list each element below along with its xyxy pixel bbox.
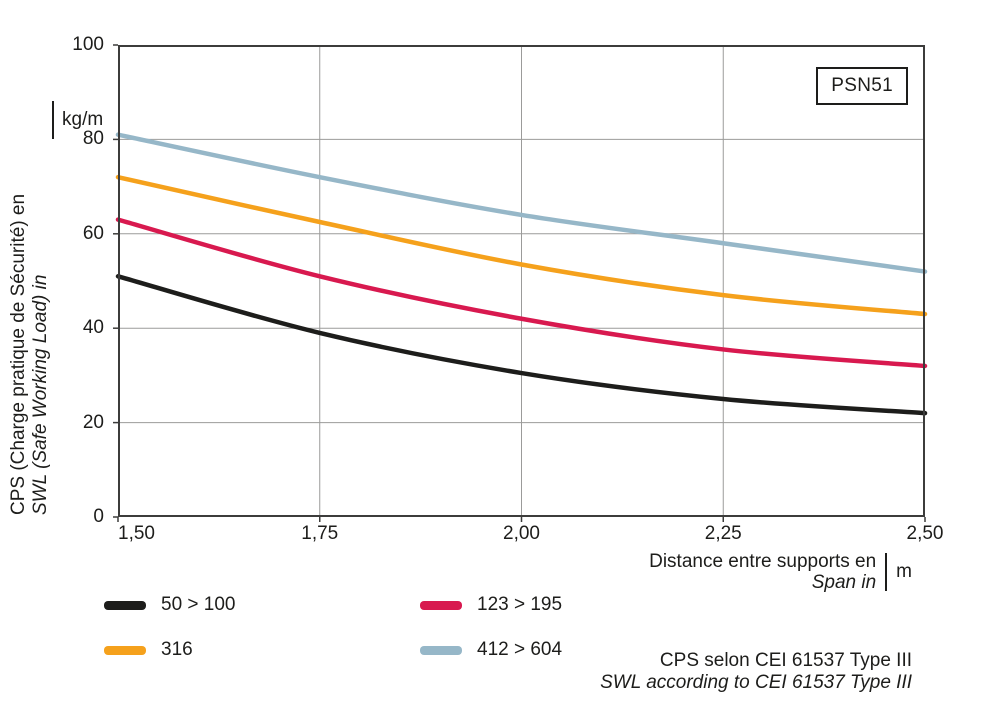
legend-item: 50 > 100 [104,593,420,617]
model-badge: PSN51 [816,67,908,105]
x-tick-label: 1,75 [301,523,339,544]
legend-label: 412 > 604 [477,639,563,660]
legend-label: 316 [161,639,193,660]
y-tick-label: 20 [82,411,104,433]
legend-swatch-red [420,600,462,610]
y-tick-label: 80 [82,128,104,150]
y-tick-label: 0 [93,506,104,527]
unit-divider [52,101,54,139]
x-tick-label: 2,00 [503,523,540,544]
x-tick-label: 2,50 [906,523,944,544]
x-tick-label: 1,50 [118,523,155,544]
standard-footnote: CPS selon CEI 61537 Type III SWL accordi… [600,650,912,694]
footnote-en: SWL according to CEI 61537 Type III [600,672,912,693]
x-unit-text: m [896,561,912,582]
legend-swatch-orange [104,645,146,655]
legend-label: 123 > 195 [477,594,563,615]
x-tick-labels: 1,50 1,75 2,00 2,25 2,50 [118,523,943,547]
plot-area: PSN51 [113,44,928,522]
legend-item: 123 > 195 [420,593,562,617]
y-tick-label: 100 [72,34,104,55]
x-axis-label-en: Span in [811,572,877,593]
y-tick-labels: 0 20 40 60 80 100 [48,34,104,527]
legend-swatch-black [104,600,146,610]
x-axis-label: Distance entre supports en Span in m [649,551,912,593]
y-axis-label-fr: CPS (Charge pratique de Sécurité) en [8,193,29,515]
footnote-fr: CPS selon CEI 61537 Type III [659,650,912,671]
legend-item: 412 > 604 [420,638,562,662]
legend-swatch-blue [420,645,462,655]
legend-label: 50 > 100 [161,594,236,615]
chart-canvas [113,44,928,522]
y-tick-label: 60 [82,222,104,244]
y-axis-unit: kg/m [52,101,103,139]
y-unit-text: kg/m [62,109,104,130]
y-tick-label: 40 [82,317,104,339]
legend-item: 316 [104,638,420,662]
unit-divider [885,553,888,591]
legend: 50 > 100 123 > 195 316 412 > 604 [104,593,562,662]
x-axis-label-fr: Distance entre supports en [649,551,877,572]
x-tick-label: 2,25 [704,523,742,544]
